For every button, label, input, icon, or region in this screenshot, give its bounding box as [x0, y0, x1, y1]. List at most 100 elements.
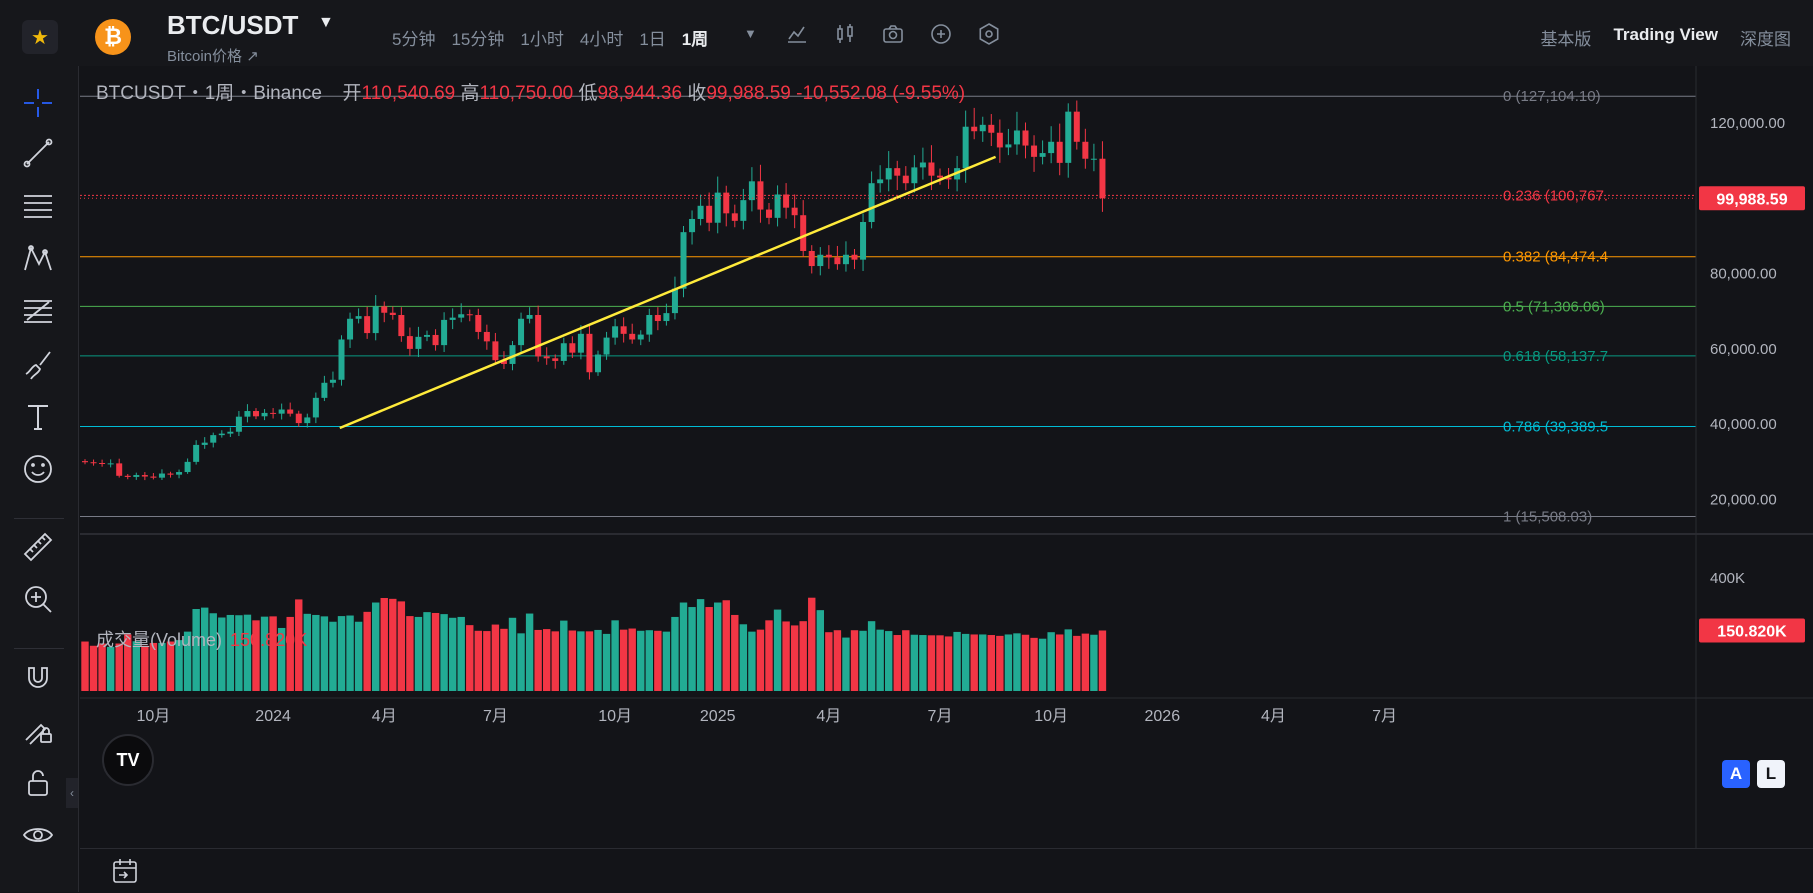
time-axis-label: 7月: [1372, 708, 1397, 725]
candle-body: [860, 221, 867, 260]
volume-bar: [979, 634, 987, 691]
candle-body: [82, 461, 88, 463]
settings-icon[interactable]: [977, 22, 1001, 46]
interval-5m[interactable]: 5分钟: [392, 30, 436, 49]
candle-body: [492, 341, 499, 361]
candle-body: [902, 175, 909, 184]
candle-type-icon[interactable]: [833, 22, 857, 46]
magnet-icon[interactable]: [19, 658, 57, 696]
volume-bar: [679, 602, 688, 691]
candle-body: [1099, 158, 1106, 199]
volume-bar: [773, 609, 782, 691]
volume-bar: [226, 614, 235, 691]
crosshair-tool-icon[interactable]: [19, 84, 57, 122]
trendline-tool-icon[interactable]: [19, 134, 57, 172]
fib-level-label: 0.236 (100,767.: [1503, 187, 1608, 204]
candle-body: [372, 306, 379, 334]
volume-bar: [1013, 633, 1021, 691]
candle-body: [689, 218, 696, 233]
candle-body: [244, 411, 251, 417]
candle-body: [1048, 141, 1055, 154]
unlock-icon[interactable]: [19, 764, 57, 802]
volume-bar: [1064, 629, 1072, 691]
interval-more-caret-icon[interactable]: ▼: [744, 26, 757, 41]
volume-bar: [799, 621, 807, 691]
candle-body: [800, 215, 807, 251]
candle-body: [706, 205, 713, 223]
interval-4h[interactable]: 4小时: [579, 30, 624, 49]
text-tool-icon[interactable]: [19, 398, 57, 436]
interval-1w[interactable]: 1周: [681, 30, 709, 49]
view-basic[interactable]: 基本版: [1540, 30, 1592, 49]
volume-bar: [81, 641, 89, 691]
interval-1d[interactable]: 1日: [639, 30, 666, 49]
favorite-star-icon[interactable]: ★: [22, 20, 58, 54]
fib-retracement[interactable]: 0 (127,104.10) 0.236 (100,767. 0.382 (84,4…: [80, 88, 1696, 525]
lock-drawings-icon[interactable]: [19, 710, 57, 748]
ruler-tool-icon[interactable]: [19, 528, 57, 566]
candle-body: [338, 339, 345, 380]
volume-bar: [260, 616, 269, 691]
volume-bar: [277, 627, 286, 691]
last-price-tag: [1699, 186, 1805, 211]
pair-dropdown-caret-icon[interactable]: ▼: [318, 14, 334, 31]
candle-body: [406, 336, 413, 349]
candle-body: [637, 334, 644, 340]
view-tradingview[interactable]: Trading View: [1613, 25, 1718, 44]
volume-bar: [1038, 638, 1047, 691]
visibility-eye-icon[interactable]: [19, 816, 57, 854]
candle-body: [654, 315, 661, 322]
pattern-tool-icon[interactable]: [19, 240, 57, 278]
candle-body: [235, 416, 242, 432]
brush-tool-icon[interactable]: [19, 344, 57, 382]
collapse-toolbar-button[interactable]: ‹: [66, 778, 78, 808]
candle-body: [766, 209, 772, 218]
volume-bar: [209, 613, 217, 691]
candle-body: [595, 354, 601, 373]
add-compare-icon[interactable]: [929, 22, 953, 46]
price-chart[interactable]: 0 (127,104.10) 0.236 (100,767. 0.382 (84,4…: [80, 66, 1813, 848]
horizontal-lines-tool-icon[interactable]: [19, 186, 57, 224]
date-range-icon[interactable]: [110, 856, 140, 886]
volume-bar: [902, 630, 910, 691]
interval-15m[interactable]: 15分钟: [451, 30, 505, 49]
candle-body: [295, 413, 302, 424]
candle-body: [894, 168, 901, 176]
log-scale-button[interactable]: L: [1757, 760, 1785, 788]
volume-bar: [748, 631, 756, 691]
volume-bar: [508, 617, 517, 691]
time-axis-label: 2026: [1145, 708, 1181, 725]
trendline[interactable]: [339, 155, 997, 430]
interval-1h[interactable]: 1小时: [520, 30, 564, 49]
candle-body: [364, 316, 371, 334]
emoji-tool-icon[interactable]: [19, 450, 57, 488]
open-value: 110,540.69: [361, 83, 456, 104]
candle-body: [253, 411, 259, 417]
toolbar-divider: [14, 518, 64, 519]
volume-bar: [961, 633, 970, 691]
volume-bar: [389, 598, 397, 691]
fib-tool-icon[interactable]: [19, 292, 57, 330]
indicators-icon[interactable]: [785, 22, 809, 46]
low-value: 98,944.36: [597, 83, 683, 104]
auto-scale-button[interactable]: A: [1722, 760, 1750, 788]
view-depth[interactable]: 深度图: [1740, 30, 1791, 49]
candle-body: [500, 360, 507, 364]
candle-body: [535, 315, 542, 357]
volume-bar: [850, 630, 859, 691]
camera-icon[interactable]: [881, 22, 905, 46]
candle-body: [1005, 144, 1012, 148]
tradingview-logo[interactable]: TV: [102, 734, 154, 786]
volume-bar: [406, 616, 414, 691]
candle-body: [355, 316, 362, 319]
candle-body: [663, 313, 670, 322]
volume-bar: [919, 635, 927, 691]
pair-selector[interactable]: BTC/USDT: [167, 10, 299, 40]
coin-price-link[interactable]: Bitcoin价格 ↗: [167, 48, 259, 65]
fib-level-label: 0.5 (71,306.06): [1503, 298, 1605, 315]
volume-bar: [825, 632, 833, 691]
zoom-in-icon[interactable]: [19, 580, 57, 618]
time-axis-label: 4月: [1261, 708, 1286, 725]
volume-tag: [1699, 618, 1805, 643]
price-axis-tick-label: 20,000.00: [1710, 492, 1777, 509]
